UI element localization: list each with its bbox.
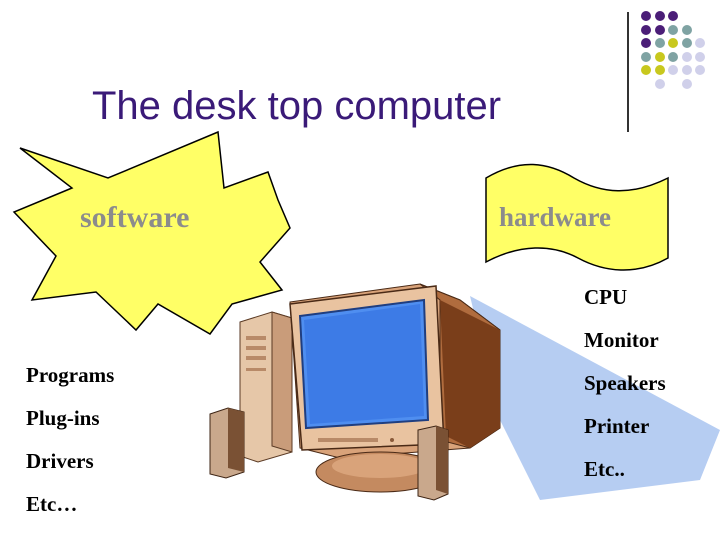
decorative-dot <box>668 51 678 62</box>
hardware-list-item: CPU <box>584 285 628 309</box>
decorative-dot <box>654 11 665 21</box>
software-list-item: Drivers <box>26 449 94 473</box>
hardware-list-item: Etc.. <box>584 457 625 481</box>
decorative-dot <box>654 78 665 89</box>
decorative-dot <box>641 38 651 48</box>
decorative-dot <box>695 65 705 75</box>
decorative-dot <box>668 11 678 21</box>
hardware-list-item: Speakers <box>584 371 666 395</box>
decorative-dot <box>681 78 692 89</box>
decorative-dot <box>695 51 705 62</box>
decorative-dot <box>695 38 705 48</box>
software-label: software <box>80 201 190 234</box>
decorative-dot <box>681 51 692 62</box>
decorative-dot <box>654 38 665 48</box>
decorative-dot <box>681 24 692 35</box>
decorative-dot <box>668 65 678 75</box>
decorative-dot <box>668 38 678 48</box>
decorative-dot <box>681 65 692 75</box>
divider-line <box>627 12 629 132</box>
decorative-dot <box>668 24 678 35</box>
hardware-list-item: Printer <box>584 414 650 438</box>
software-list-item: Etc… <box>26 492 78 516</box>
software-list-item: Programs <box>26 363 115 387</box>
slide-title: The desk top computer <box>92 84 502 128</box>
decorative-dot <box>641 24 651 35</box>
software-list-item: Plug-ins <box>26 406 100 430</box>
decorative-dot <box>641 65 651 75</box>
decorative-dot <box>654 51 665 62</box>
hardware-list-item: Monitor <box>584 328 659 352</box>
hardware-label: hardware <box>499 202 611 232</box>
software-list: Programs Plug-ins Drivers Etc… <box>26 363 114 535</box>
decorative-dot <box>641 11 651 21</box>
decorative-dot <box>654 24 665 35</box>
decorative-dot <box>641 51 651 62</box>
decorative-dot <box>681 38 692 48</box>
decorative-dot <box>654 65 665 75</box>
hardware-list: CPU Monitor Speakers Printer Etc.. <box>584 285 666 500</box>
